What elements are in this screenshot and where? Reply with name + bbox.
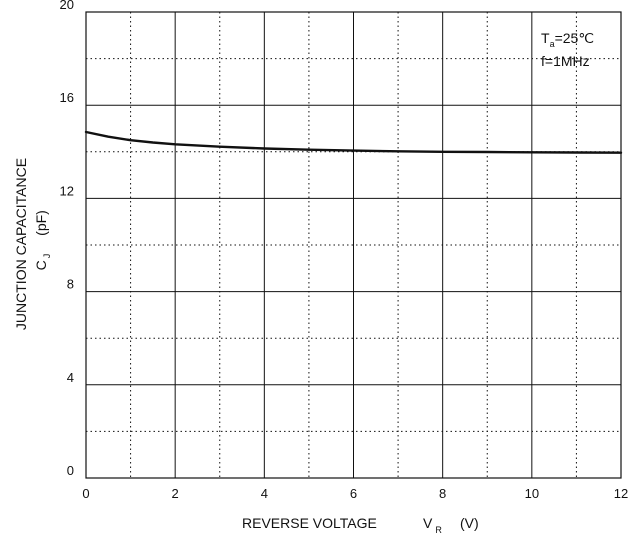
y-axis-unit: (pF) [33,210,49,236]
x-tick-label: 6 [350,486,357,501]
x-tick-label: 2 [172,486,179,501]
x-tick-label: 12 [614,486,628,501]
temperature-annotation: Ta=25℃ [541,30,594,49]
x-tick-label: 10 [525,486,539,501]
plot-frame [85,11,622,479]
y-tick-label: 16 [60,90,74,105]
x-tick-label: 4 [261,486,268,501]
x-tick-label: 8 [439,486,446,501]
capacitance-curve [84,130,623,154]
y-tick-label: 0 [67,463,74,478]
y-tick-labels: 0 4 8 12 16 20 [60,0,74,478]
frequency-annotation: f=1MHz [541,53,590,69]
x-tick-labels: 0 2 4 6 8 10 12 [82,486,628,501]
major-gridlines [86,12,621,478]
y-axis-symbol: CJ [33,254,52,271]
x-axis-label: REVERSE VOLTAGE [242,515,377,531]
y-tick-label: 8 [67,277,74,292]
y-tick-label: 12 [60,183,74,198]
y-tick-label: 4 [67,370,74,385]
x-tick-label: 0 [82,486,89,501]
y-tick-label: 20 [60,0,74,12]
x-axis-unit: (V) [460,515,479,531]
y-axis-label: JUNCTION CAPACITANCE [13,158,29,330]
series-group [84,130,623,154]
